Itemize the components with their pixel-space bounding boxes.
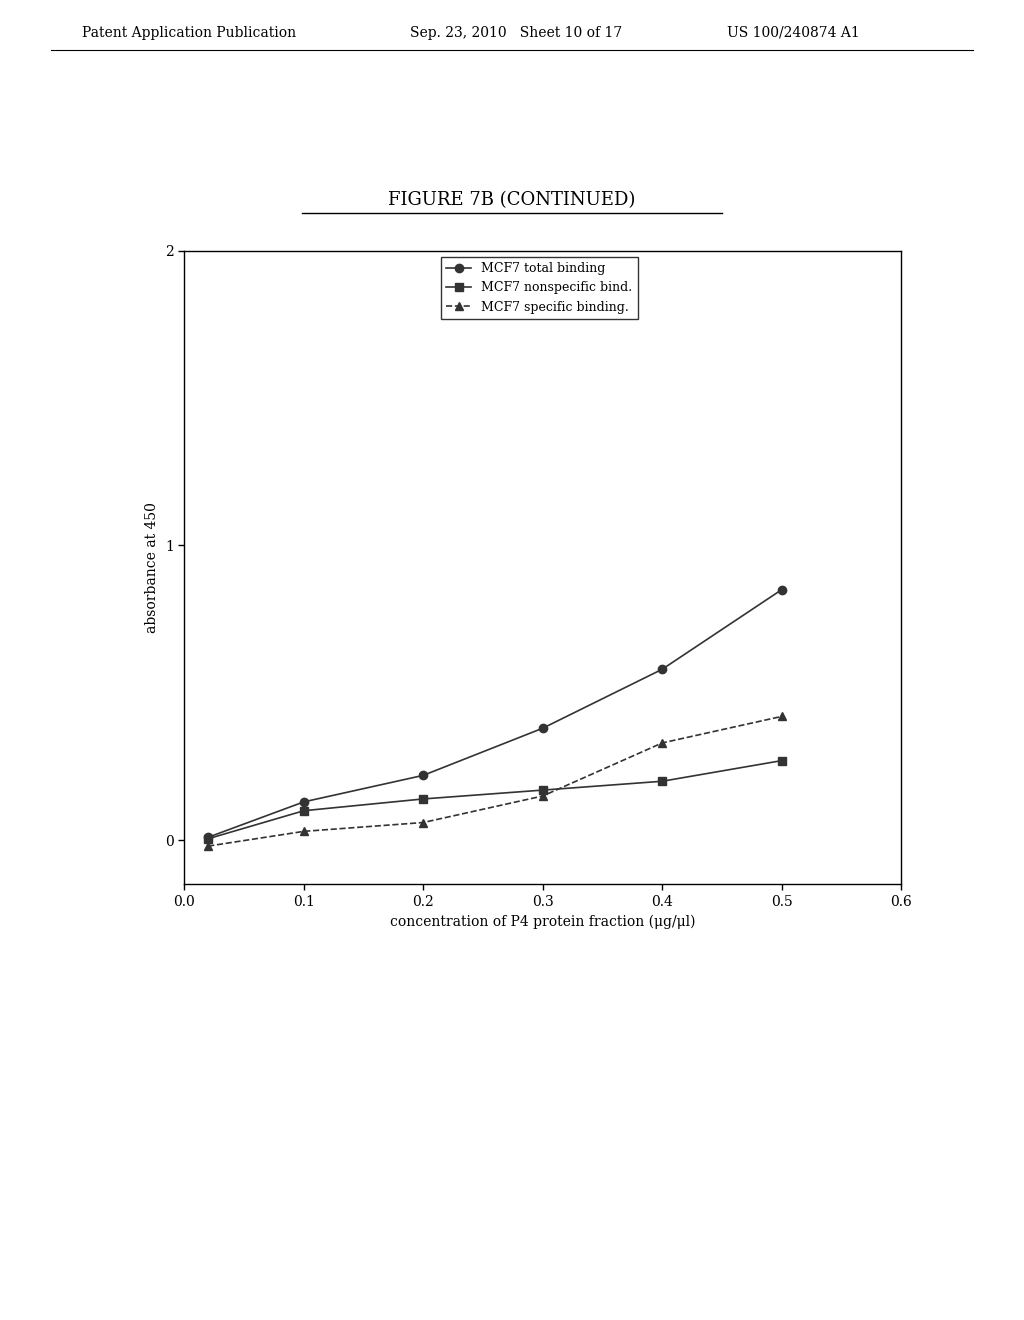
MCF7 specific binding. bbox=[202, 838, 214, 854]
MCF7 specific binding. bbox=[775, 709, 787, 725]
MCF7 specific binding. bbox=[417, 814, 429, 830]
MCF7 specific binding. bbox=[656, 735, 669, 751]
MCF7 specific binding. bbox=[537, 788, 549, 804]
Y-axis label: absorbance at 450: absorbance at 450 bbox=[145, 502, 160, 634]
Legend: MCF7 total binding, MCF7 nonspecific bind., MCF7 specific binding.: MCF7 total binding, MCF7 nonspecific bin… bbox=[441, 257, 638, 318]
X-axis label: concentration of P4 protein fraction (μg/μl): concentration of P4 protein fraction (μg… bbox=[390, 915, 695, 929]
Line: MCF7 total binding: MCF7 total binding bbox=[204, 586, 785, 841]
Line: MCF7 nonspecific bind.: MCF7 nonspecific bind. bbox=[204, 756, 785, 843]
Text: Patent Application Publication: Patent Application Publication bbox=[82, 26, 296, 40]
MCF7 total binding bbox=[775, 582, 787, 598]
MCF7 total binding bbox=[202, 829, 214, 845]
MCF7 total binding bbox=[417, 767, 429, 783]
MCF7 specific binding. bbox=[298, 824, 310, 840]
Text: FIGURE 7B (CONTINUED): FIGURE 7B (CONTINUED) bbox=[388, 190, 636, 209]
MCF7 nonspecific bind. bbox=[202, 830, 214, 846]
MCF7 total binding bbox=[298, 793, 310, 809]
Text: Sep. 23, 2010   Sheet 10 of 17: Sep. 23, 2010 Sheet 10 of 17 bbox=[410, 26, 622, 40]
MCF7 nonspecific bind. bbox=[417, 791, 429, 807]
Text: US 100/240874 A1: US 100/240874 A1 bbox=[727, 26, 860, 40]
MCF7 total binding bbox=[537, 721, 549, 737]
MCF7 nonspecific bind. bbox=[656, 774, 669, 789]
MCF7 total binding bbox=[656, 661, 669, 677]
Line: MCF7 specific binding.: MCF7 specific binding. bbox=[204, 713, 785, 850]
MCF7 nonspecific bind. bbox=[298, 803, 310, 818]
MCF7 nonspecific bind. bbox=[775, 752, 787, 768]
MCF7 nonspecific bind. bbox=[537, 783, 549, 799]
